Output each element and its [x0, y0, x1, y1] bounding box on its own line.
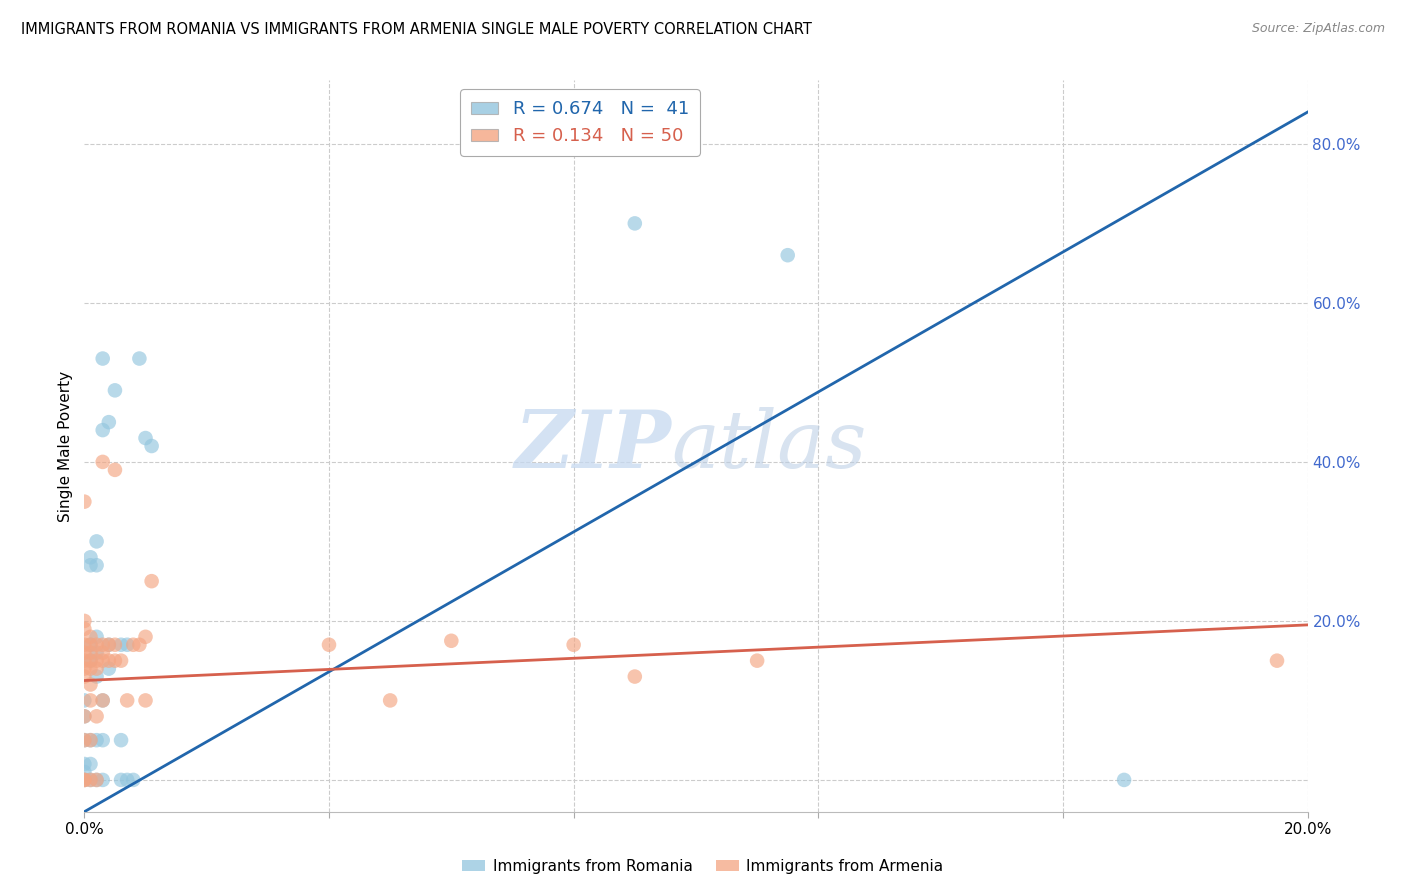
Y-axis label: Single Male Poverty: Single Male Poverty: [58, 370, 73, 522]
Point: [115, 638, 138, 652]
Point: [73, 669, 96, 683]
Point: [86, 638, 108, 652]
Point: [115, 772, 138, 787]
Point: [135, 630, 157, 644]
Point: [79, 772, 101, 787]
Point: [91, 693, 114, 707]
Point: [110, 654, 132, 668]
Point: [97, 415, 120, 429]
Point: [79, 662, 101, 676]
Point: [86, 654, 108, 668]
Point: [73, 654, 96, 668]
Point: [73, 646, 96, 660]
Point: [86, 772, 108, 787]
Point: [79, 733, 101, 747]
Point: [79, 654, 101, 668]
Point: [91, 638, 114, 652]
Point: [73, 622, 96, 636]
Point: [122, 772, 145, 787]
Point: [91, 733, 114, 747]
Point: [73, 757, 96, 772]
Point: [141, 439, 163, 453]
Point: [86, 534, 108, 549]
Point: [380, 693, 402, 707]
Point: [91, 693, 114, 707]
Point: [73, 733, 96, 747]
Point: [91, 423, 114, 437]
Point: [86, 662, 108, 676]
Point: [73, 638, 96, 652]
Point: [624, 669, 647, 683]
Point: [79, 677, 101, 691]
Point: [104, 654, 127, 668]
Point: [79, 630, 101, 644]
Point: [776, 248, 799, 262]
Point: [73, 693, 96, 707]
Point: [110, 772, 132, 787]
Point: [73, 772, 96, 787]
Point: [73, 772, 96, 787]
Point: [91, 772, 114, 787]
Point: [747, 654, 769, 668]
Point: [86, 733, 108, 747]
Point: [97, 662, 120, 676]
Point: [73, 494, 96, 508]
Point: [73, 662, 96, 676]
Point: [79, 638, 101, 652]
Point: [79, 757, 101, 772]
Point: [122, 638, 145, 652]
Point: [135, 693, 157, 707]
Point: [110, 733, 132, 747]
Point: [79, 646, 101, 660]
Point: [79, 638, 101, 652]
Point: [73, 772, 96, 787]
Text: IMMIGRANTS FROM ROMANIA VS IMMIGRANTS FROM ARMENIA SINGLE MALE POVERTY CORRELATI: IMMIGRANTS FROM ROMANIA VS IMMIGRANTS FR…: [21, 22, 813, 37]
Point: [79, 772, 101, 787]
Text: ZIP: ZIP: [515, 408, 672, 484]
Point: [86, 772, 108, 787]
Point: [79, 693, 101, 707]
Point: [97, 654, 120, 668]
Point: [135, 431, 157, 445]
Legend: Immigrants from Romania, Immigrants from Armenia: Immigrants from Romania, Immigrants from…: [457, 853, 949, 880]
Point: [128, 638, 150, 652]
Point: [86, 630, 108, 644]
Point: [91, 455, 114, 469]
Point: [86, 709, 108, 723]
Point: [1265, 654, 1288, 668]
Point: [624, 216, 647, 230]
Point: [86, 646, 108, 660]
Point: [104, 638, 127, 652]
Point: [79, 550, 101, 565]
Point: [141, 574, 163, 589]
Point: [91, 351, 114, 366]
Point: [86, 558, 108, 573]
Point: [97, 638, 120, 652]
Point: [110, 638, 132, 652]
Point: [440, 633, 463, 648]
Point: [73, 709, 96, 723]
Point: [79, 558, 101, 573]
Point: [128, 351, 150, 366]
Text: Source: ZipAtlas.com: Source: ZipAtlas.com: [1251, 22, 1385, 36]
Legend: R = 0.674   N =  41, R = 0.134   N = 50: R = 0.674 N = 41, R = 0.134 N = 50: [460, 89, 700, 156]
Point: [115, 693, 138, 707]
Point: [79, 733, 101, 747]
Text: atlas: atlas: [672, 408, 868, 484]
Point: [97, 638, 120, 652]
Point: [79, 654, 101, 668]
Point: [73, 733, 96, 747]
Point: [562, 638, 585, 652]
Point: [73, 764, 96, 779]
Point: [91, 646, 114, 660]
Point: [86, 669, 108, 683]
Point: [104, 463, 127, 477]
Point: [73, 614, 96, 628]
Point: [318, 638, 340, 652]
Point: [73, 709, 96, 723]
Point: [1114, 772, 1136, 787]
Point: [104, 384, 127, 398]
Point: [91, 654, 114, 668]
